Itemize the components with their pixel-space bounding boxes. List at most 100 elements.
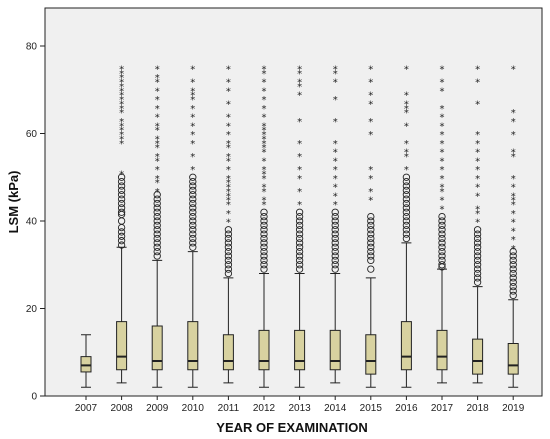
outlier-point [117,173,126,181]
outlier-point [509,287,517,295]
extreme-point: * [119,64,124,75]
extreme-point: * [368,91,373,102]
outlier-point [117,177,126,186]
outlier-point [224,230,233,238]
outlier-point [153,252,161,260]
extreme-point: * [511,226,516,237]
extreme-point: * [262,148,267,159]
outlier-point [117,241,126,249]
outlier-point [153,234,161,243]
outlier-point [189,173,197,181]
outlier-point [295,265,304,273]
extreme-point: * [226,209,231,220]
extreme-point: * [333,165,338,176]
outlier-point [117,186,126,195]
extreme-point: * [511,152,516,163]
extreme-point: * [119,99,124,110]
outlier-point [295,208,304,216]
outlier-point [331,230,339,238]
outlier-point [295,217,304,225]
extreme-point: * [155,152,160,163]
extreme-point: * [155,134,160,145]
iqr-box [80,356,92,373]
x-tick-label: 2008 [110,403,133,414]
outlier-point [331,212,339,221]
extreme-point: * [119,108,124,119]
extreme-point: * [475,156,480,167]
extreme-point: * [190,139,195,150]
extreme-point: * [333,156,338,167]
extreme-point: * [190,121,195,132]
box-2008: ****************** [116,64,128,384]
extreme-point: * [190,95,195,106]
extreme-point: * [190,86,195,97]
extreme-point: * [511,218,516,229]
outlier-point [153,217,161,225]
outlier-point [367,226,375,234]
extreme-point: * [190,113,195,124]
outlier-point [473,261,482,269]
y-tick-label: 0 [31,392,37,403]
outlier-point [473,256,482,265]
x-tick-label: 2014 [324,403,347,414]
extreme-point: * [262,134,267,145]
iqr-box [258,329,270,371]
extreme-point: * [226,156,231,167]
extreme-point: * [511,148,516,159]
outlier-point [331,261,339,269]
extreme-point: * [262,126,267,137]
outlier-point [260,256,268,265]
outlier-point [189,182,197,190]
x-tick-label: 2018 [466,403,489,414]
extreme-point: * [404,64,409,75]
extreme-point: * [511,130,516,141]
extreme-point: * [190,130,195,141]
x-tick-label: 2017 [431,403,454,414]
iqr-box [151,325,163,371]
extreme-point: * [333,174,338,185]
extreme-point: * [262,169,267,180]
outlier-point [260,252,268,260]
box-2009: ****************** [151,64,163,388]
extreme-point: * [333,117,338,128]
extreme-point: * [119,134,124,145]
outlier-point [224,243,233,251]
extreme-point: * [190,104,195,115]
extreme-point: * [226,113,231,124]
extreme-point: * [511,244,516,255]
extreme-point: * [226,174,231,185]
y-tick-label: 60 [26,129,38,140]
outlier-point [189,177,197,186]
outlier-point [260,226,268,234]
extreme-point: * [226,78,231,89]
extreme-point: * [155,178,160,189]
outlier-point [473,269,482,278]
extreme-point: * [226,187,231,198]
extreme-point: * [440,183,445,194]
extreme-point: * [297,78,302,89]
extreme-point: * [333,200,338,211]
extreme-point: * [440,165,445,176]
extreme-point: * [155,156,160,167]
outlier-point [331,256,339,265]
extreme-point: * [404,148,409,159]
outlier-point [224,265,233,273]
extreme-point: * [511,191,516,202]
extreme-point: * [440,187,445,198]
box-2013: ************ [294,64,306,388]
outlier-point [224,239,233,247]
extreme-point: * [262,187,267,198]
outlier-point [260,247,268,256]
outlier-point [438,226,446,234]
extreme-point: * [368,174,373,185]
outlier-point [367,239,375,247]
extreme-point: * [404,139,409,150]
extreme-point: * [440,156,445,167]
outlier-point [153,226,161,234]
extreme-point: * [226,121,231,132]
extreme-point: * [119,78,124,89]
iqr-box [472,338,484,375]
outlier-point [402,177,411,186]
extreme-point: * [333,139,338,150]
outlier-point [117,228,126,236]
